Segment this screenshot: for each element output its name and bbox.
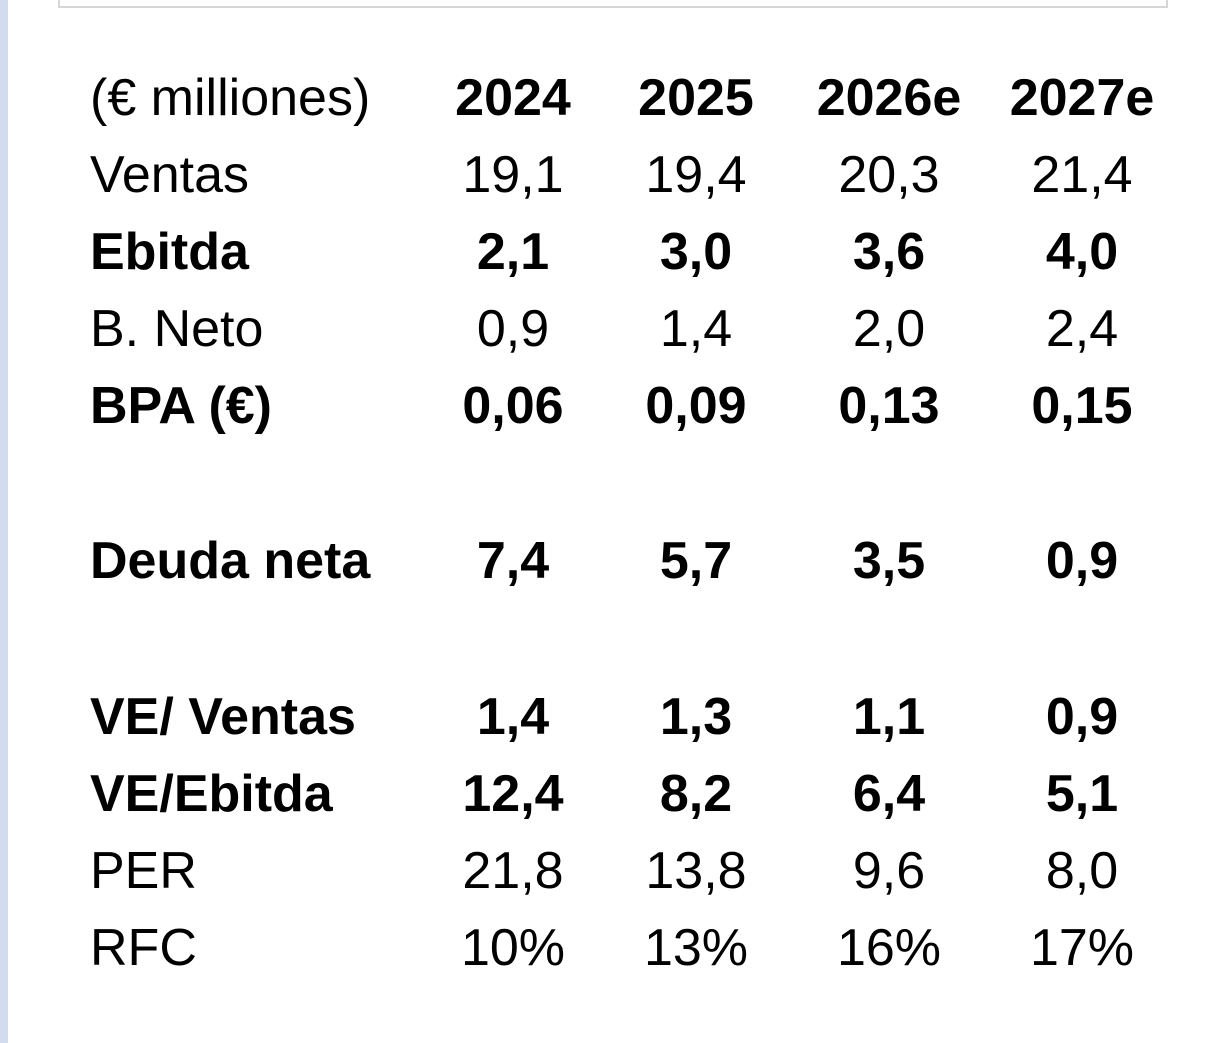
cell-value: 9,6: [852, 842, 926, 900]
table-header-row: (€ milliones) 2024 2025 2026e 2027e: [0, 63, 1220, 133]
row-label: RFC: [90, 919, 197, 977]
cell-value: 3,5: [852, 532, 926, 590]
cell-value: 10%: [460, 919, 566, 977]
row-label: Ventas: [90, 146, 250, 204]
cell-value: 7,4: [476, 532, 550, 590]
row-label: B. Neto: [90, 300, 264, 358]
cell-value: 3,0: [659, 223, 733, 281]
cell-value: 3,6: [852, 223, 926, 281]
cell-value: 12,4: [462, 765, 564, 823]
cell-value: 19,1: [462, 146, 564, 204]
cell-value: 17%: [1029, 919, 1135, 977]
cell-value: 13,8: [645, 842, 747, 900]
cell-value: 2,4: [1045, 300, 1119, 358]
table-row: Ventas 19,1 19,4 20,3 21,4: [0, 140, 1220, 210]
cell-value: 19,4: [645, 146, 747, 204]
cell-value: 5,1: [1045, 765, 1119, 823]
row-label: VE/Ebitda: [90, 765, 333, 823]
unit-label: (€ milliones): [90, 69, 371, 127]
year-header: 2026e: [816, 69, 962, 127]
cell-value: 5,7: [659, 532, 733, 590]
row-label: VE/ Ventas: [90, 688, 356, 746]
cell-value: 1,4: [659, 300, 733, 358]
cell-value: 13%: [643, 919, 749, 977]
row-label: BPA (€): [90, 377, 272, 435]
year-header: 2025: [638, 69, 754, 127]
cell-value: 0,9: [1045, 532, 1119, 590]
top-frame-box: [58, 0, 1168, 8]
cell-value: 1,4: [476, 688, 550, 746]
cell-value: 0,15: [1031, 377, 1133, 435]
row-label: Ebitda: [90, 223, 249, 281]
table-row: Ebitda 2,1 3,0 3,6 4,0: [0, 217, 1220, 287]
cell-value: 0,9: [1045, 688, 1119, 746]
cell-value: 0,9: [476, 300, 550, 358]
cell-value: 21,8: [462, 842, 564, 900]
year-header: 2027e: [1009, 69, 1155, 127]
table-row: PER 21,8 13,8 9,6 8,0: [0, 836, 1220, 906]
cell-value: 1,1: [852, 688, 926, 746]
cell-value: 1,3: [659, 688, 733, 746]
cell-value: 2,1: [476, 223, 550, 281]
table-row: B. Neto 0,9 1,4 2,0 2,4: [0, 294, 1220, 364]
table-row: Deuda neta 7,4 5,7 3,5 0,9: [0, 526, 1220, 596]
cell-value: 0,13: [838, 377, 940, 435]
cell-value: 16%: [836, 919, 942, 977]
cell-value: 20,3: [838, 146, 940, 204]
cell-value: 4,0: [1045, 223, 1119, 281]
table-row: VE/ Ventas 1,4 1,3 1,1 0,9: [0, 682, 1220, 752]
cell-value: 8,2: [659, 765, 733, 823]
cell-value: 0,09: [645, 377, 747, 435]
table-row: BPA (€) 0,06 0,09 0,13 0,15: [0, 371, 1220, 441]
cell-value: 0,06: [462, 377, 564, 435]
cell-value: 2,0: [852, 300, 926, 358]
table-row: RFC 10% 13% 16% 17%: [0, 913, 1220, 983]
cell-value: 21,4: [1031, 146, 1133, 204]
left-border-strip: [0, 0, 8, 1043]
cell-value: 6,4: [852, 765, 926, 823]
row-label: PER: [90, 842, 197, 900]
cell-value: 8,0: [1045, 842, 1119, 900]
table-row: VE/Ebitda 12,4 8,2 6,4 5,1: [0, 759, 1220, 829]
year-header: 2024: [455, 69, 571, 127]
row-label: Deuda neta: [90, 532, 371, 590]
